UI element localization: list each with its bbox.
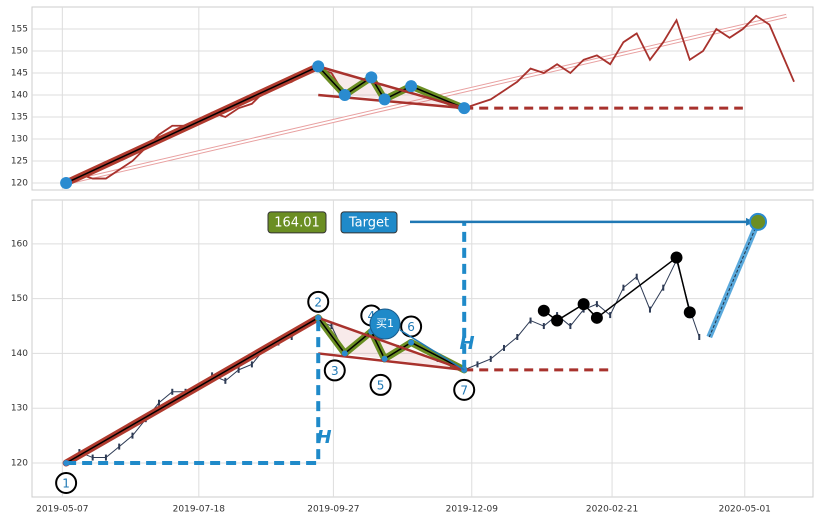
pattern-point	[312, 60, 325, 73]
point-label: 6	[407, 320, 415, 334]
pivot	[537, 304, 550, 317]
y-tick-label: 120	[11, 178, 28, 188]
x-tick-label: 2020-02-21	[586, 505, 638, 515]
pattern-point	[408, 339, 415, 346]
pattern-point	[458, 102, 471, 115]
point-label: 7	[460, 383, 468, 397]
height-guide	[66, 317, 321, 466]
pattern-point	[63, 460, 70, 467]
target-box	[340, 211, 398, 234]
label-ring	[323, 359, 346, 382]
value-box	[267, 211, 327, 234]
lower-trend	[318, 352, 465, 372]
upper-trend	[317, 65, 465, 110]
point-label: 1	[62, 477, 70, 491]
buy-badge	[369, 308, 401, 340]
pivot	[590, 311, 603, 324]
y-tick-label: 130	[11, 404, 28, 414]
y-tick-label: 150	[11, 294, 28, 304]
point-label: 2	[314, 295, 322, 309]
projection-core	[708, 221, 759, 338]
buy-label: 买1	[376, 317, 394, 330]
pattern-point	[338, 88, 351, 101]
pivot	[670, 251, 683, 264]
target-label: Target	[348, 215, 389, 230]
x-tick-label: 2019-07-18	[173, 505, 226, 515]
pattern-point	[405, 80, 418, 93]
pattern-point	[315, 314, 322, 321]
point-label: 4	[367, 309, 375, 323]
label-ring	[307, 290, 330, 313]
pattern-core	[65, 65, 319, 184]
pattern-point	[378, 93, 391, 106]
h-label: H	[316, 427, 331, 448]
label-ring	[369, 373, 392, 396]
pattern-point	[341, 350, 348, 357]
pivot-link	[596, 256, 677, 319]
pivot	[683, 306, 696, 319]
buy-pointer	[399, 329, 465, 371]
x-tick-label: 2019-05-07	[36, 505, 88, 515]
y-tick-label: 155	[11, 24, 28, 34]
x-tick-label: 2019-12-09	[446, 505, 499, 515]
pivot-link	[675, 257, 691, 313]
y-tick-label: 120	[11, 459, 28, 469]
pattern-core	[317, 65, 346, 96]
y-tick-label: 125	[11, 156, 28, 166]
pattern-point	[381, 355, 388, 362]
y-tick-label: 160	[11, 239, 28, 249]
h-label: H	[459, 333, 474, 354]
pivot	[551, 314, 564, 327]
pattern-core	[370, 331, 386, 360]
y-tick-label: 145	[11, 68, 28, 78]
target-point	[749, 212, 768, 231]
point-label: 5	[377, 378, 385, 392]
pattern-point	[365, 71, 378, 84]
pattern-point	[60, 176, 73, 189]
pivot	[577, 298, 590, 311]
pattern-core	[410, 341, 465, 371]
x-tick-label: 2019-09-27	[307, 505, 359, 515]
pattern-core	[317, 317, 346, 354]
x-tick-label: 2020-05-01	[719, 505, 771, 515]
pattern-core	[65, 317, 319, 464]
y-tick-label: 135	[11, 112, 28, 122]
upper-trend	[317, 316, 465, 372]
label-ring	[453, 378, 476, 401]
y-tick-label: 140	[11, 349, 28, 359]
target-arrow-inner	[65, 14, 787, 184]
y-tick-label: 140	[11, 90, 28, 100]
pattern-core	[384, 341, 412, 360]
y-tick-label: 130	[11, 134, 28, 144]
label-ring	[55, 472, 78, 495]
point-label: 3	[331, 364, 339, 378]
target-value: 164.01	[274, 215, 320, 230]
y-tick-label: 150	[11, 46, 28, 56]
